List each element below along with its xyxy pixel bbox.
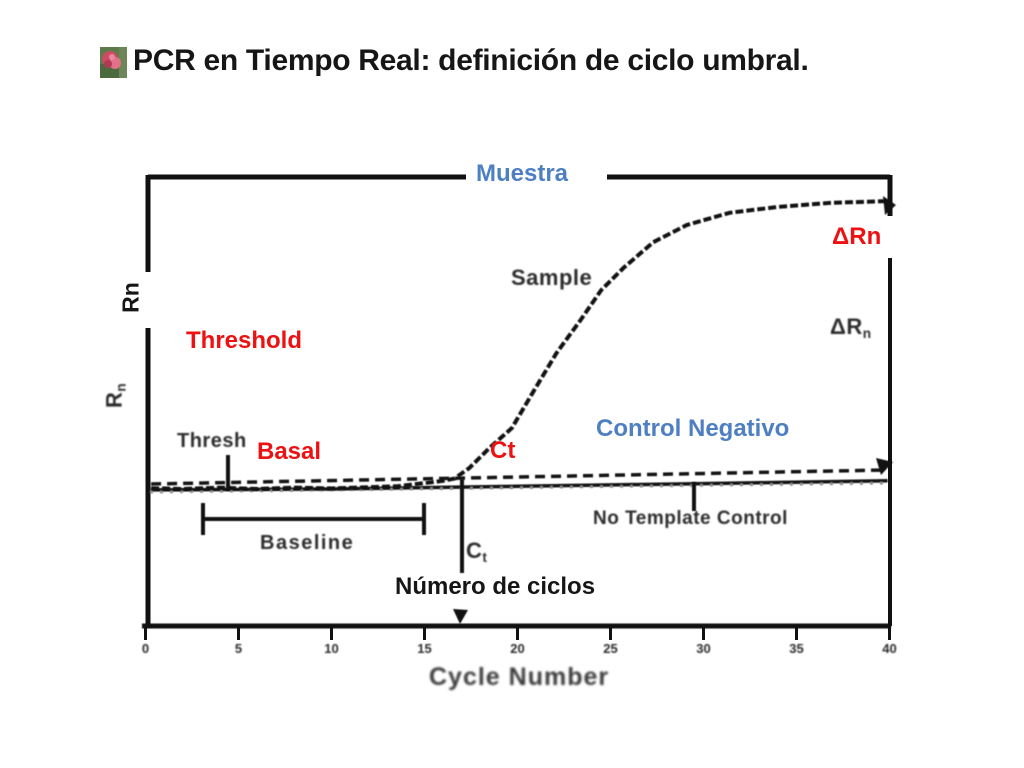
x-tick-label: 10 [324,641,339,656]
sample-scan-label: Sample [511,265,593,290]
x-ticks [144,626,891,640]
x-tick-label: 25 [603,641,618,656]
delta-rn-label: ΔRn [830,223,884,251]
x-tick-label: 35 [789,641,804,656]
x-tick-label: 0 [141,641,150,656]
x-tick-label: 5 [234,641,243,656]
threshold-label: Threshold [186,327,303,354]
thresh-scan-label: Thresh [177,430,247,452]
rn-scan-axis-label: Rn [101,382,129,409]
cycle-number-axis-label: Cycle Number [429,663,610,691]
threshold-line [151,468,886,486]
baseline-scan-label: Baseline [260,532,355,554]
sample-curve-end-arrow [883,196,896,215]
x-tick-label: 30 [696,641,711,656]
control-negativo-label: Control Negativo [596,415,790,442]
x-tick-label: 20 [510,641,525,656]
delta-rn-scan-label: ΔRn [830,314,872,341]
rose-bullet-icon [100,47,127,78]
x-tick-label: 40 [882,641,897,656]
no-template-control-scan-label: No Template Control [593,508,788,529]
ct-scan-label: Ct [466,538,488,565]
rn-axis-label: Rn [117,273,145,322]
baseline-bracket [201,503,426,535]
threshold-end-arrow [876,458,893,475]
numero-de-ciclos-label: Número de ciclos [395,573,596,600]
basal-label: Basal [257,438,322,465]
x-tick-label: 15 [417,641,432,656]
muestra-label: Muestra [474,160,571,188]
ct-axis-arrow [453,609,468,624]
sample-curve [151,199,888,492]
ct-label: Ct [490,437,516,464]
slide-title: PCR en Tiempo Real: definición de ciclo … [133,44,809,77]
